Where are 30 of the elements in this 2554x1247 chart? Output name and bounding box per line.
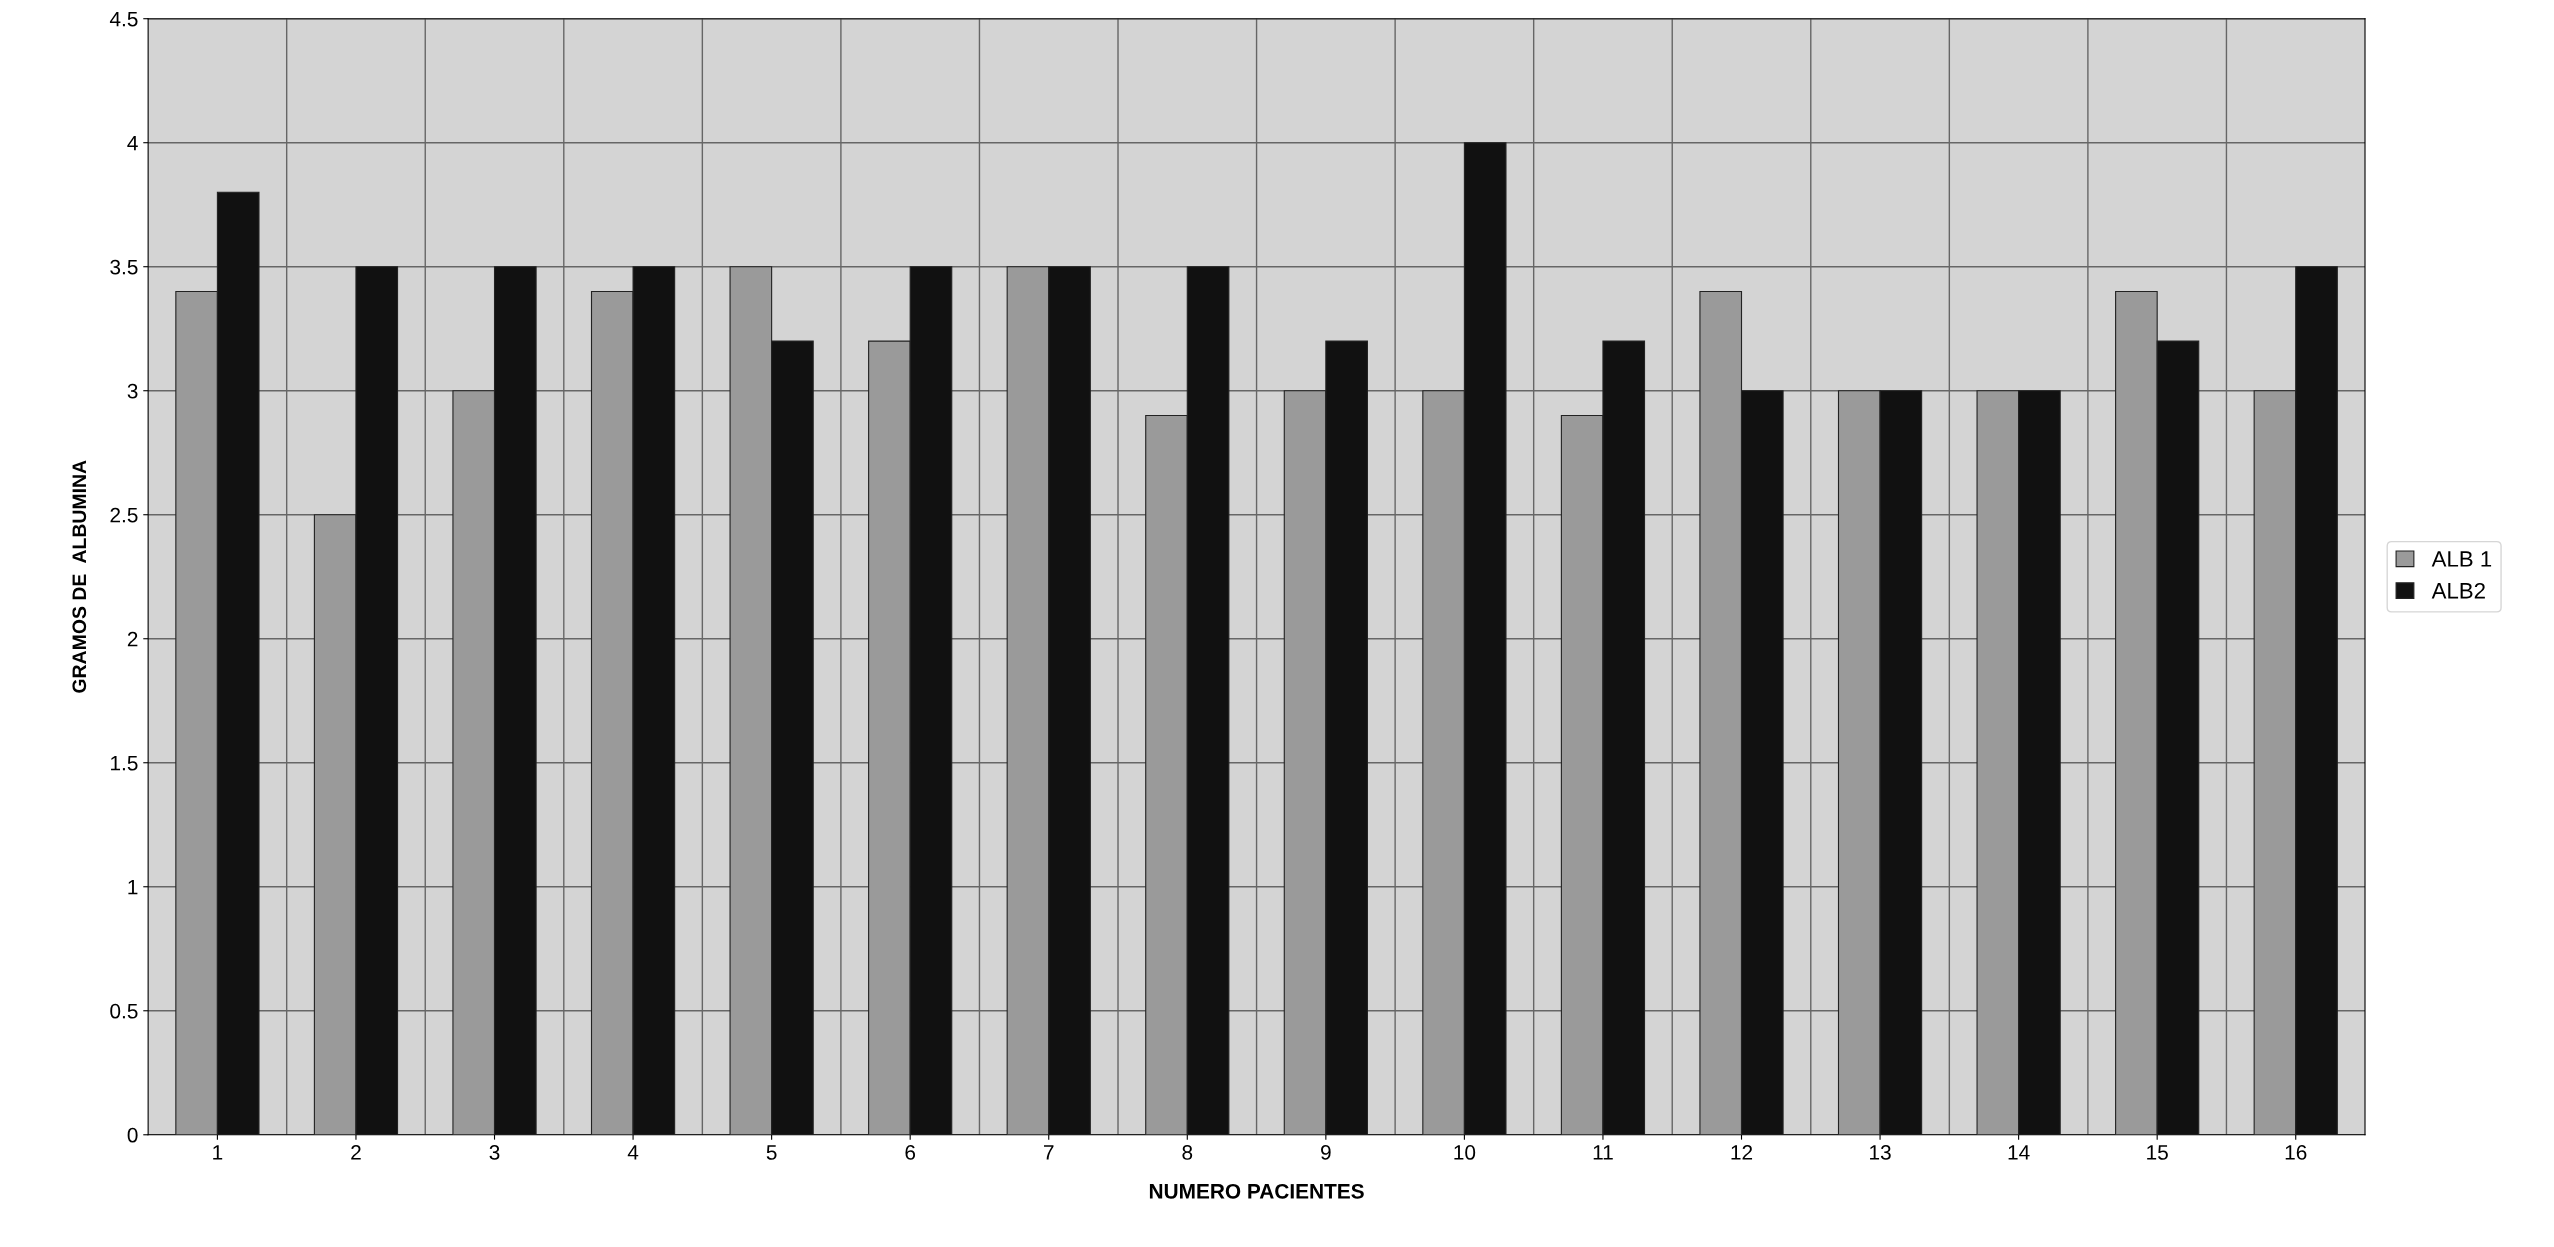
x-tick-label: 16 — [2285, 1145, 2307, 1160]
x-axis-title: NUMERO PACIENTES — [1149, 1183, 1364, 1199]
x-tick-label: 1 — [213, 1145, 223, 1160]
x-tick-label: 2 — [351, 1145, 361, 1160]
x-tick-label: 14 — [2008, 1145, 2030, 1160]
x-tick-label: 12 — [1731, 1145, 1753, 1160]
y-tick-label: 0.5 — [110, 1003, 138, 1019]
x-tick-label: 11 — [1593, 1145, 1613, 1160]
x-tick-label: 3 — [489, 1145, 500, 1160]
y-tick-label: 4 — [127, 135, 138, 151]
y-tick-label: 4.5 — [109, 11, 138, 27]
y-tick-label: 1 — [128, 879, 138, 895]
x-tick-label: 15 — [2147, 1145, 2168, 1160]
legend-label: ALB2 — [2431, 582, 2485, 599]
x-tick-label: 6 — [905, 1145, 916, 1160]
x-tick-label: 5 — [766, 1145, 777, 1160]
y-tick-label: 0 — [127, 1127, 138, 1143]
y-tick-label: 3 — [127, 383, 138, 399]
legend-label: ALB 1 — [2431, 551, 2492, 567]
y-tick-label: 2.5 — [110, 507, 138, 523]
x-tick-label: 4 — [627, 1145, 639, 1160]
y-axis-title: GRAMOS DE ALBUMINA — [72, 460, 87, 693]
x-tick-label: 10 — [1454, 1145, 1476, 1160]
y-tick-label: 2 — [127, 631, 138, 647]
x-tick-label: 7 — [1044, 1145, 1054, 1160]
x-tick-label: 13 — [1870, 1145, 1891, 1160]
y-tick-label: 3.5 — [110, 259, 138, 275]
x-tick-label: 9 — [1321, 1145, 1331, 1160]
y-tick-label: 1.5 — [111, 755, 138, 771]
x-tick-label: 8 — [1182, 1145, 1193, 1160]
